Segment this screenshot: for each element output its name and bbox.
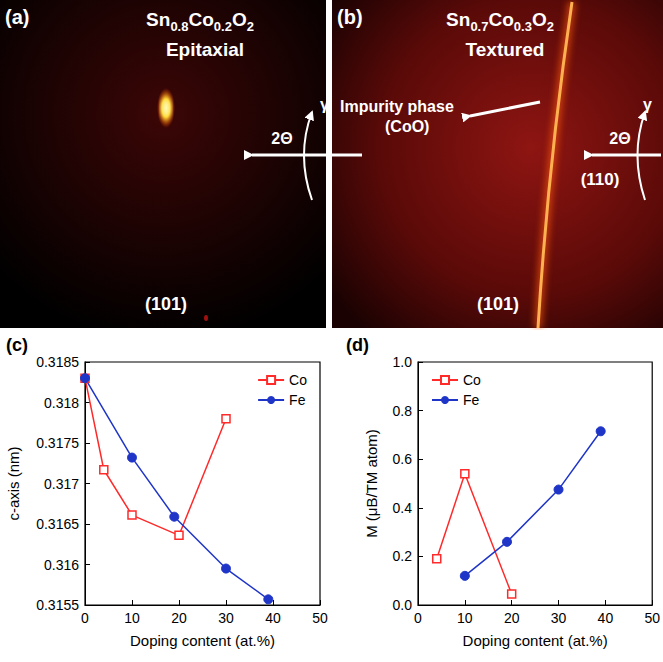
- svg-text:Textured: Textured: [466, 39, 545, 60]
- svg-text:Fe: Fe: [463, 392, 480, 408]
- svg-text:(b): (b): [337, 6, 363, 28]
- svg-text:2Θ: 2Θ: [609, 130, 630, 147]
- svg-text:0.3185: 0.3185: [36, 354, 79, 370]
- svg-text:0.318: 0.318: [44, 395, 79, 411]
- svg-text:0.6: 0.6: [393, 451, 413, 467]
- svg-text:Epitaxial: Epitaxial: [166, 39, 244, 60]
- svg-text:0.4: 0.4: [393, 500, 413, 516]
- svg-text:Co: Co: [289, 372, 307, 388]
- svg-text:Doping content (at.%): Doping content (at.%): [463, 632, 608, 649]
- svg-text:Doping content (at.%): Doping content (at.%): [130, 632, 275, 649]
- svg-text:(CoO): (CoO): [385, 118, 429, 135]
- svg-text:0.0: 0.0: [393, 597, 413, 613]
- svg-text:(101): (101): [477, 294, 519, 314]
- svg-text:10: 10: [457, 610, 473, 626]
- svg-text:0.8: 0.8: [393, 403, 413, 419]
- svg-text:(a): (a): [5, 6, 29, 28]
- svg-text:0.3165: 0.3165: [36, 516, 79, 532]
- svg-text:Sn0.8Co0.2O2: Sn0.8Co0.2O2: [146, 9, 254, 34]
- svg-text:20: 20: [171, 610, 187, 626]
- svg-text:0.3155: 0.3155: [36, 597, 79, 613]
- svg-text:20: 20: [504, 610, 520, 626]
- svg-text:Fe: Fe: [289, 392, 306, 408]
- svg-text:(c): (c): [6, 335, 28, 355]
- svg-text:50: 50: [312, 610, 328, 626]
- svg-text:γ: γ: [643, 96, 652, 113]
- svg-text:γ: γ: [320, 96, 329, 113]
- svg-text:0: 0: [81, 610, 89, 626]
- svg-text:40: 40: [598, 610, 614, 626]
- svg-text:(101): (101): [145, 294, 187, 314]
- svg-text:1.0: 1.0: [393, 354, 413, 370]
- svg-text:0.3175: 0.3175: [36, 435, 79, 451]
- svg-text:0.317: 0.317: [44, 476, 79, 492]
- svg-text:40: 40: [265, 610, 281, 626]
- svg-text:10: 10: [124, 610, 140, 626]
- svg-text:Sn0.7Co0.3O2: Sn0.7Co0.3O2: [446, 9, 554, 34]
- svg-text:30: 30: [218, 610, 234, 626]
- svg-text:Impurity phase: Impurity phase: [340, 98, 454, 115]
- svg-text:0: 0: [414, 610, 422, 626]
- svg-text:50: 50: [644, 610, 660, 626]
- svg-text:0.316: 0.316: [44, 557, 79, 573]
- svg-text:2Θ: 2Θ: [271, 130, 292, 147]
- svg-text:(d): (d): [346, 335, 369, 355]
- svg-text:30: 30: [551, 610, 567, 626]
- svg-text:(110): (110): [581, 170, 620, 189]
- svg-text:Co: Co: [463, 372, 481, 388]
- svg-text:M (μB/TM atom): M (μB/TM atom): [363, 429, 380, 538]
- svg-text:c-axis (nm): c-axis (nm): [5, 446, 22, 520]
- svg-text:0.2: 0.2: [393, 548, 413, 564]
